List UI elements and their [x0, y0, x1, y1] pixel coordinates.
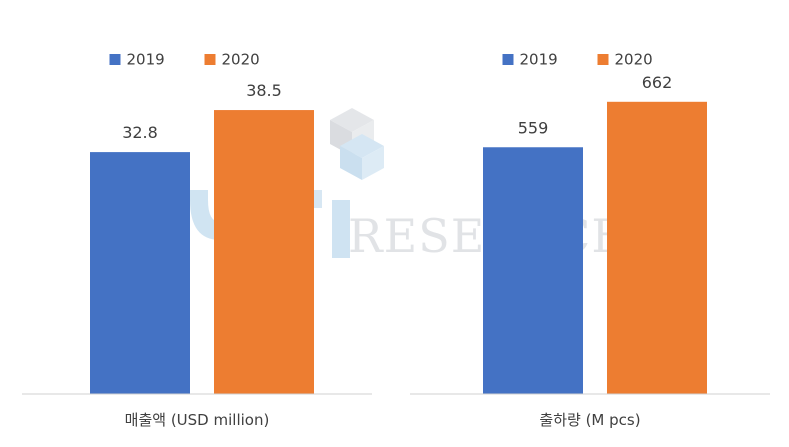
legend-swatch-2019 — [109, 54, 121, 65]
x-axis-label: 매출액 (USD million) — [125, 411, 270, 429]
legend-swatch-2020 — [204, 54, 216, 65]
legend-swatch-2020 — [597, 54, 609, 65]
bar-2019 — [90, 152, 190, 394]
data-label-2019: 559 — [518, 118, 549, 137]
data-label-2020: 38.5 — [246, 81, 282, 100]
bar-2019 — [483, 147, 583, 394]
legend-label-2020: 2020 — [615, 51, 653, 69]
chart-shipments: 2019 2020 559 662 출하량 (M pcs) — [410, 51, 770, 429]
legend-label-2020: 2020 — [222, 51, 260, 69]
data-label-2019: 32.8 — [122, 123, 158, 142]
legend-label-2019: 2019 — [127, 51, 165, 69]
data-label-2020: 662 — [642, 73, 673, 92]
x-axis-label: 출하량 (M pcs) — [539, 411, 640, 429]
legend-label-2019: 2019 — [520, 51, 558, 69]
bar-2020 — [607, 101, 707, 395]
chart-revenue: 2019 2020 32.8 38.5 매출액 (USD million) — [22, 51, 372, 429]
legend-swatch-2019 — [502, 54, 514, 65]
bar-2020 — [214, 110, 314, 394]
